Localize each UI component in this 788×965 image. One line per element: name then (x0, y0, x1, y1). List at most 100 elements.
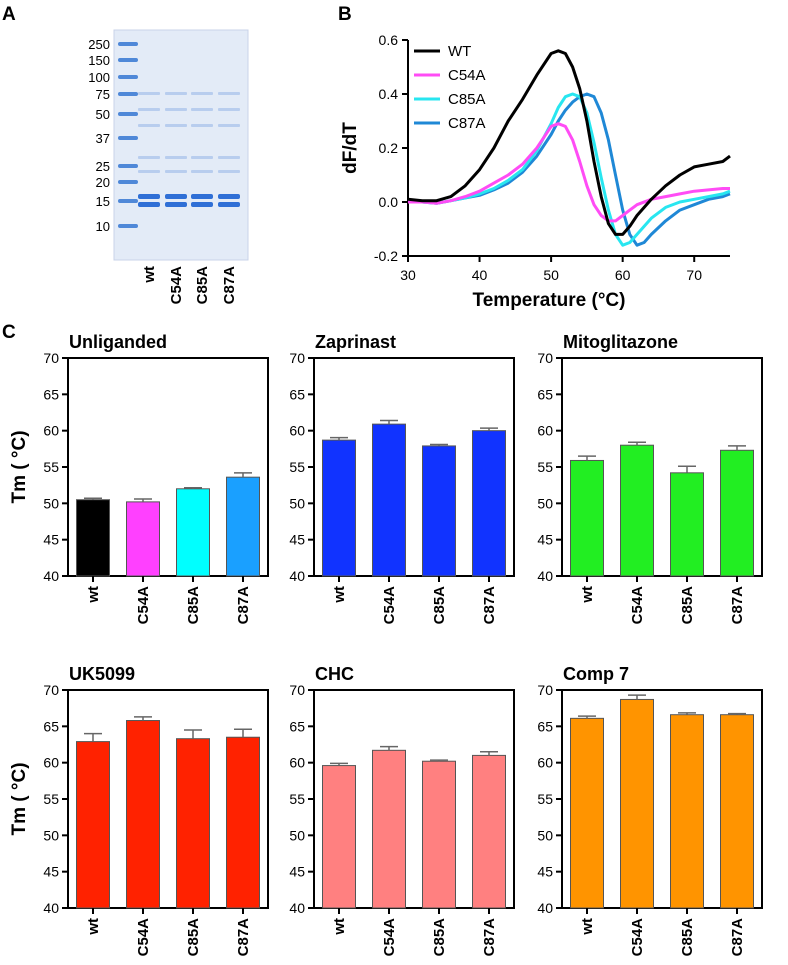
chart-title: UK5099 (69, 664, 135, 684)
marker-label: 37 (96, 131, 110, 146)
marker-band (118, 42, 138, 46)
faint-band (218, 92, 240, 95)
legend-label-c87a: C87A (448, 115, 486, 132)
category-label: C87A (235, 918, 252, 957)
faint-band (218, 124, 240, 127)
panel-label-a: A (2, 4, 16, 25)
y-tick-label: 70 (537, 350, 553, 366)
bar-chart-zaprinast: Zaprinast 40 45 50 55 60 65 70 wt C54A C85A C87A (289, 332, 515, 625)
bar-wt (570, 459, 604, 577)
panel-label-c: C (2, 322, 16, 343)
y-tick-label: 60 (289, 755, 305, 771)
faint-band (191, 124, 213, 127)
bar-c54a (620, 698, 654, 909)
lane-labels: wt C54A C85A C87A (141, 266, 238, 305)
bar-chart-mitoglitazone: Mitoglitazone 40 45 50 55 60 65 70 wt C54A C85A C87… (537, 332, 763, 625)
faint-band (165, 92, 187, 95)
marker-band (118, 180, 138, 184)
y-tick-label: 45 (537, 532, 553, 548)
legend-label-c85a: C85A (448, 91, 486, 108)
y-tick-label: 70 (289, 350, 305, 366)
bar-wt (76, 499, 110, 577)
y-tick-label: 50 (289, 495, 305, 511)
bar-c54a (620, 444, 654, 577)
bar-c85a (176, 738, 210, 909)
x-tick-label: 50 (543, 267, 559, 283)
protein-band (191, 194, 213, 199)
y-tick-label: 65 (289, 386, 305, 402)
category-label: C85A (679, 586, 696, 625)
marker-ladder (118, 42, 138, 228)
lane-label: C87A (221, 266, 238, 305)
faint-band (218, 170, 240, 173)
marker-label: 150 (88, 53, 110, 68)
bar-wt (322, 765, 356, 909)
y-tick-label: 45 (537, 864, 553, 880)
y-tick-label: 65 (537, 386, 553, 402)
faint-band (191, 108, 213, 111)
y-tick-label: 70 (289, 682, 305, 698)
sample-bands (138, 92, 240, 207)
faint-band (191, 92, 213, 95)
y-tick-label: 60 (537, 755, 553, 771)
category-label: wt (85, 586, 102, 604)
marker-label: 15 (96, 194, 110, 209)
category-label: C85A (431, 918, 448, 957)
series-line-wt (407, 49, 731, 236)
bar-wt (570, 717, 604, 909)
protein-band (138, 194, 160, 199)
marker-label: 20 (96, 175, 110, 190)
category-label: C87A (729, 918, 746, 957)
bar-chart-unliganded: Unliganded 40 45 50 55 60 65 70 Tm ( °C) wt C54A C8… (9, 332, 269, 625)
y-tick-label: 70 (43, 350, 59, 366)
y-tick-label: -0.2 (374, 248, 398, 264)
x-tick-label: 70 (686, 267, 702, 283)
marker-band (118, 75, 138, 79)
marker-band (118, 136, 138, 140)
faint-band (138, 156, 160, 159)
x-tick-label: 40 (472, 267, 488, 283)
marker-label: 25 (96, 159, 110, 174)
protein-band (191, 202, 213, 207)
bar-c87a (720, 714, 754, 909)
lane-label: C85A (194, 266, 211, 305)
y-tick-label: 0.6 (379, 32, 399, 48)
y-tick-label: 0.2 (379, 140, 399, 156)
marker-label: 75 (96, 87, 110, 102)
category-label: wt (579, 918, 596, 936)
category-label: wt (331, 918, 348, 936)
category-label: C54A (135, 586, 152, 625)
bar-c87a (472, 430, 506, 577)
y-tick-label: 40 (537, 900, 553, 916)
faint-band (191, 156, 213, 159)
faint-band (218, 156, 240, 159)
bar-c54a (126, 720, 160, 909)
bar-c54a (372, 423, 406, 577)
bar-wt (322, 439, 356, 577)
protein-band (165, 194, 187, 199)
category-label: C87A (481, 586, 498, 625)
y-tick-label: 65 (537, 718, 553, 734)
dfdt-line-chart: -0.2 0.0 0.2 0.4 0.6 30 40 50 60 70 Temperature (°… (340, 32, 731, 311)
faint-band (165, 108, 187, 111)
category-label: C87A (729, 586, 746, 625)
category-label: C87A (235, 586, 252, 625)
y-tick-label: 50 (43, 495, 59, 511)
y-tick-label: 60 (43, 755, 59, 771)
y-tick-label: 40 (43, 900, 59, 916)
category-label: wt (331, 586, 348, 604)
bar-c54a (126, 501, 160, 577)
gel-image (113, 29, 249, 261)
y-tick-label: 45 (289, 864, 305, 880)
y-tick-label: 40 (43, 568, 59, 584)
marker-band (118, 112, 138, 116)
y-tick-label: 65 (43, 386, 59, 402)
marker-band (118, 199, 138, 203)
category-label: C54A (135, 918, 152, 957)
y-axis-title: Tm ( °C) (9, 430, 30, 503)
protein-band (218, 194, 240, 199)
faint-band (138, 108, 160, 111)
chart-title: Mitoglitazone (563, 332, 678, 352)
y-tick-label: 40 (537, 568, 553, 584)
